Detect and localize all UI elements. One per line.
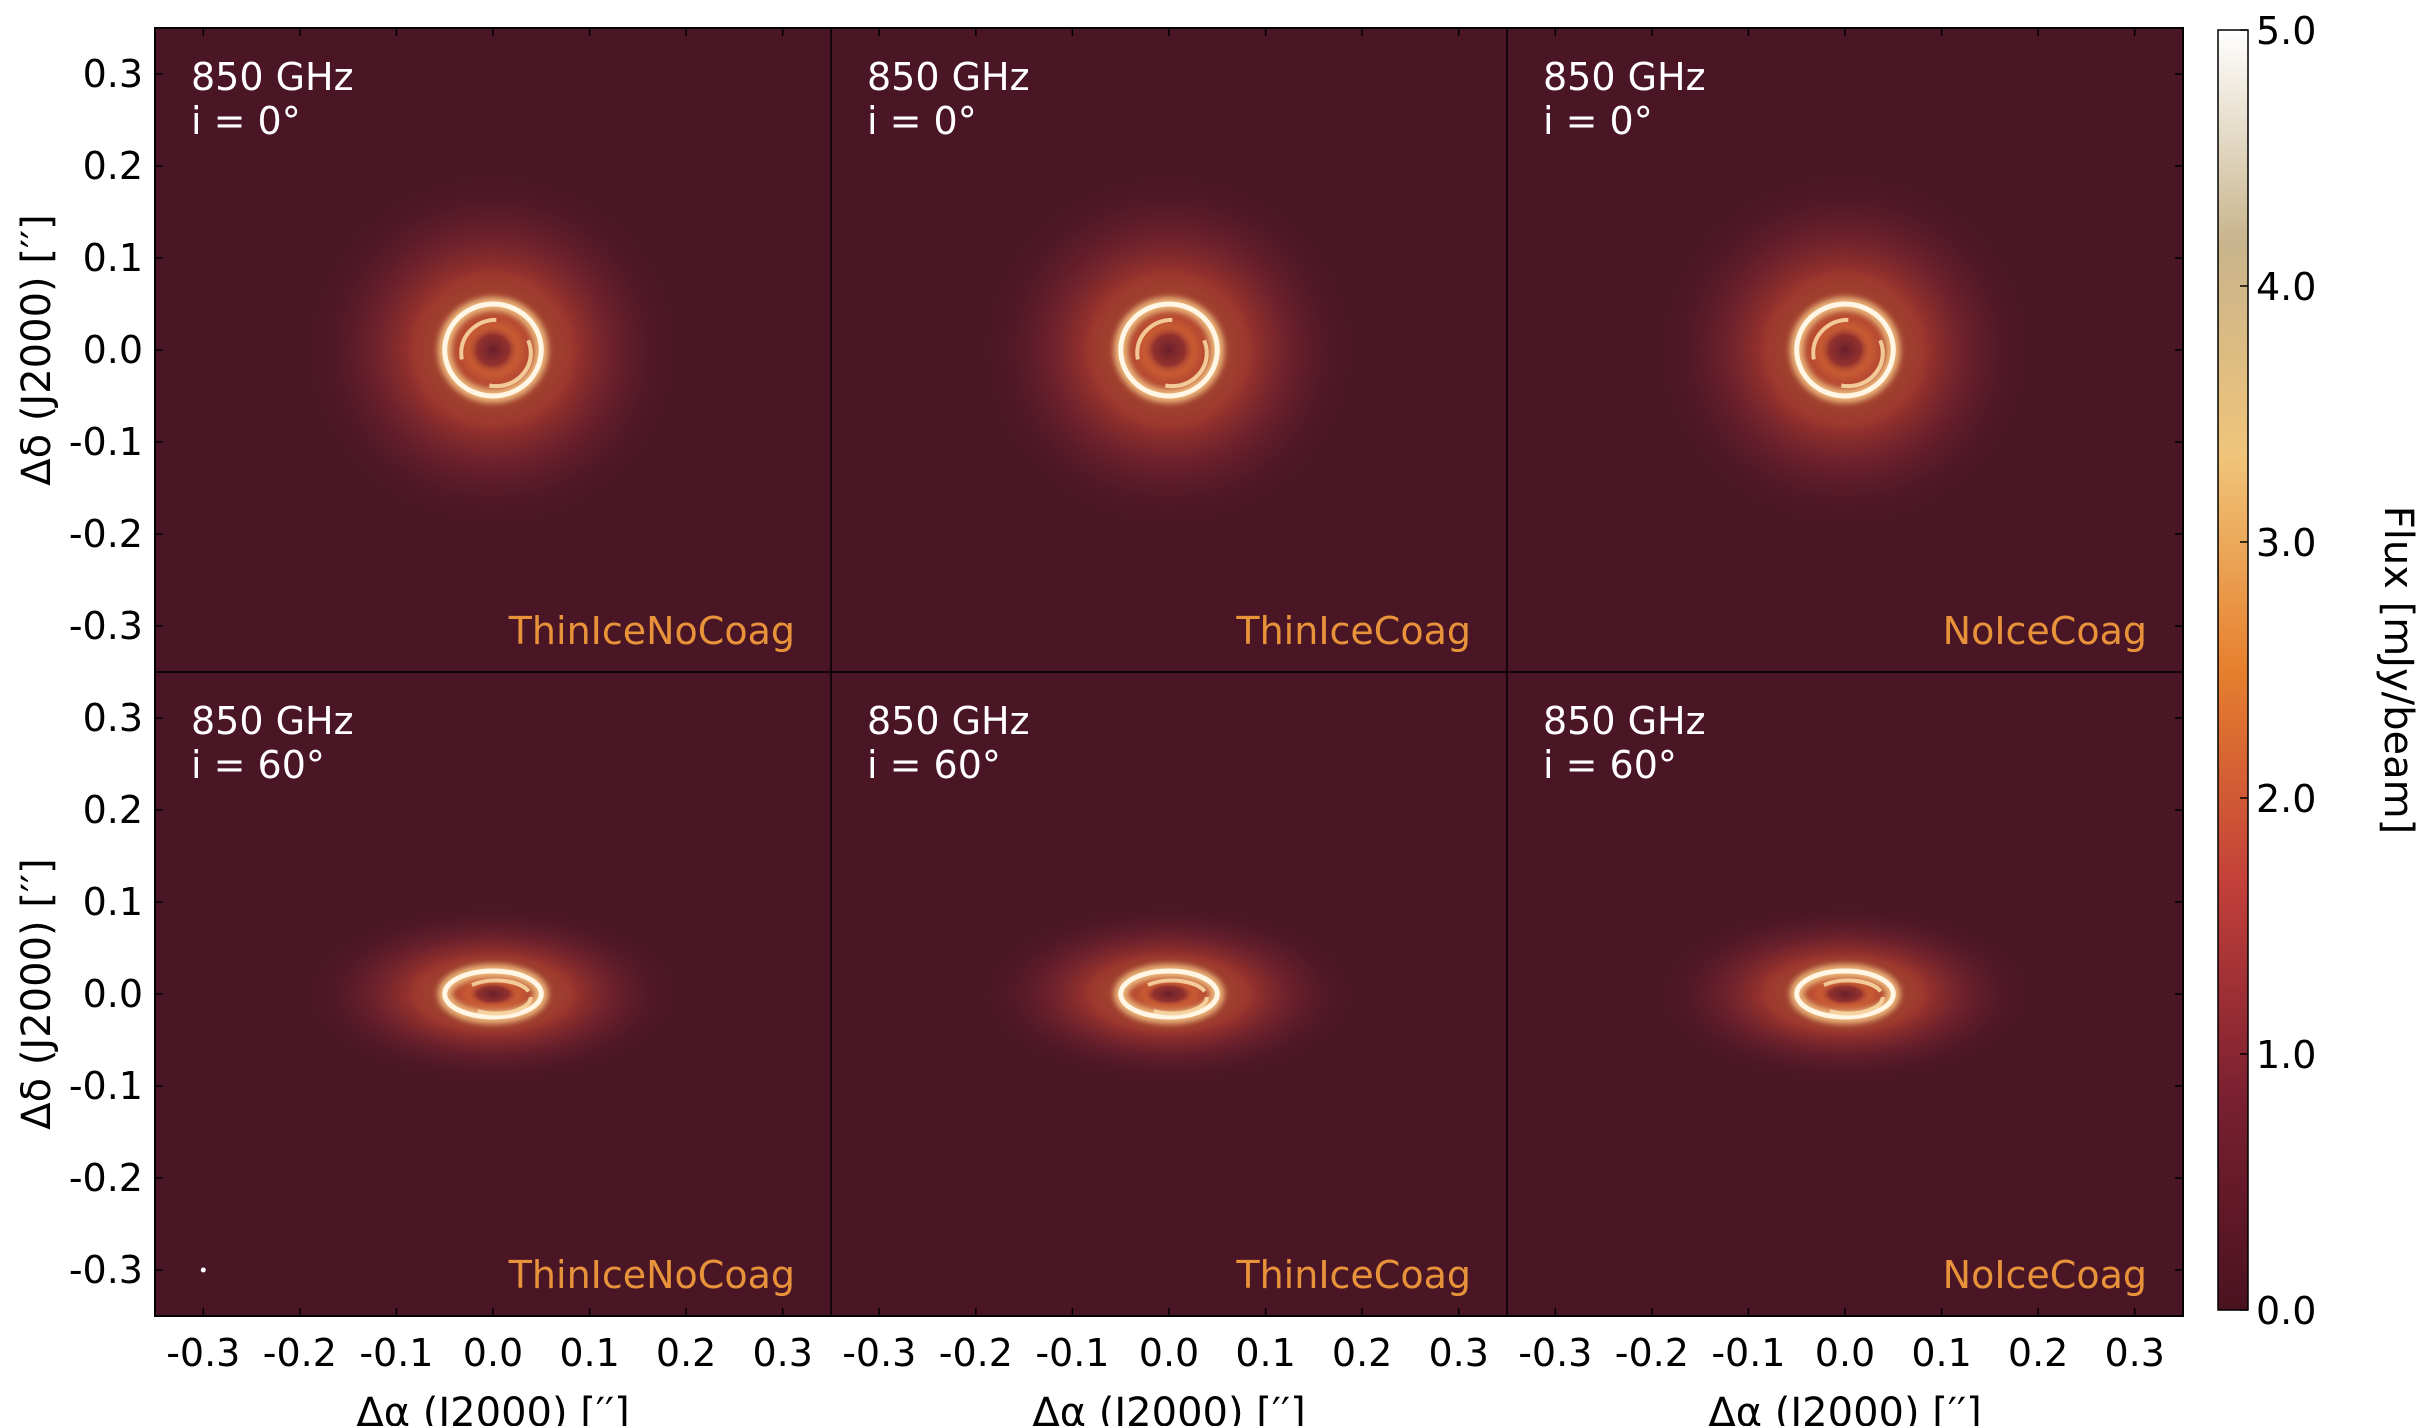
y-tick-label: -0.1 (69, 420, 143, 464)
y-tick-label: 0.0 (83, 972, 143, 1016)
x-tick-label: 0.1 (559, 1331, 619, 1375)
x-tick-label: 0.1 (1235, 1331, 1295, 1375)
model-label: ThinIceNoCoag (508, 609, 795, 653)
ring (442, 301, 544, 399)
x-tick-label: -0.1 (1035, 1331, 1109, 1375)
inner-arc (459, 978, 533, 1016)
x-tick-label: -0.3 (842, 1331, 916, 1375)
inner-arc (1811, 978, 1885, 1016)
colorbar-tick-label: 5.0 (2256, 9, 2316, 53)
model-label: ThinIceCoag (1235, 1253, 1471, 1297)
x-tick-label: -0.3 (1518, 1331, 1592, 1375)
cavity (466, 324, 520, 376)
y-tick-label: 0.0 (83, 328, 143, 372)
x-tick-label: 0.2 (1332, 1331, 1392, 1375)
frequency-label: 850 GHz (867, 55, 1030, 99)
ring (442, 968, 544, 1020)
x-tick-label: 0.3 (1428, 1331, 1488, 1375)
cavity (1818, 981, 1872, 1007)
inner-arc (1811, 317, 1885, 389)
frequency-label: 850 GHz (1543, 699, 1706, 743)
inner-arc (459, 317, 533, 389)
y-tick-label: -0.2 (69, 512, 143, 556)
x-tick-label: 0.0 (463, 1331, 523, 1375)
x-tick-label: 0.3 (752, 1331, 812, 1375)
x-tick-label: -0.2 (939, 1331, 1013, 1375)
inclination-label: i = 60° (867, 743, 1001, 787)
y-axis-title: Δδ (J2000) [′′] (14, 214, 60, 485)
inclination-label: i = 0° (867, 99, 977, 143)
cavity (1818, 324, 1872, 376)
model-label: NoIceCoag (1943, 1253, 2147, 1297)
colorbar-tick-label: 1.0 (2256, 1033, 2316, 1077)
y-tick-label: -0.1 (69, 1064, 143, 1108)
ring (1794, 968, 1896, 1020)
model-label: NoIceCoag (1943, 609, 2147, 653)
frequency-label: 850 GHz (191, 699, 354, 743)
y-tick-label: -0.3 (69, 1248, 143, 1292)
x-tick-label: -0.1 (1711, 1331, 1785, 1375)
cavity (466, 981, 520, 1007)
y-tick-label: -0.2 (69, 1156, 143, 1200)
ring (1794, 301, 1896, 399)
cavity (1142, 981, 1196, 1007)
colorbar-label: Flux [mJy/beam] (2375, 506, 2418, 834)
frequency-label: 850 GHz (867, 699, 1030, 743)
colorbar-tick-label: 4.0 (2256, 265, 2316, 309)
axes-layer: -0.3 -0.2 -0.1 0.0 0.1 0.2 0.3Δα (J2000) [′′]-… (14, 27, 2184, 1426)
y-tick-label: 0.1 (83, 236, 143, 280)
model-label: ThinIceCoag (1235, 609, 1471, 653)
colorbar-tick-label: 0.0 (2256, 1289, 2316, 1333)
x-tick-label: 0.0 (1139, 1331, 1199, 1375)
y-tick-label: 0.1 (83, 880, 143, 924)
colorbar-tick-label: 3.0 (2256, 521, 2316, 565)
y-tick-label: 0.3 (83, 696, 143, 740)
frequency-label: 850 GHz (1543, 55, 1706, 99)
x-tick-label: -0.2 (1615, 1331, 1689, 1375)
beam-marker (200, 1267, 206, 1273)
colorbar-gradient (2217, 29, 2249, 1311)
x-tick-label: 0.2 (2008, 1331, 2068, 1375)
colorbar-tick-label: 2.0 (2256, 777, 2316, 821)
inclination-label: i = 60° (191, 743, 325, 787)
y-axis-title: Δδ (J2000) [′′] (14, 858, 60, 1129)
x-axis-title: Δα (J2000) [′′] (1032, 1390, 1305, 1426)
inclination-label: i = 60° (1543, 743, 1677, 787)
x-axis-title: Δα (J2000) [′′] (356, 1390, 629, 1426)
x-tick-label: -0.3 (166, 1331, 240, 1375)
x-tick-label: -0.1 (359, 1331, 433, 1375)
inclination-label: i = 0° (191, 99, 301, 143)
x-tick-label: 0.1 (1911, 1331, 1971, 1375)
x-tick-label: 0.3 (2104, 1331, 2164, 1375)
inclination-label: i = 0° (1543, 99, 1653, 143)
colorbar: 0.0 1.0 2.0 3.0 4.0 5.0 Flux [mJy/beam] (2217, 9, 2418, 1333)
y-tick-label: 0.2 (83, 788, 143, 832)
inner-arc (1135, 978, 1209, 1016)
y-tick-label: -0.3 (69, 604, 143, 648)
x-tick-label: -0.2 (263, 1331, 337, 1375)
y-tick-label: 0.3 (83, 52, 143, 96)
y-tick-label: 0.2 (83, 144, 143, 188)
x-tick-label: 0.2 (656, 1331, 716, 1375)
ring (1118, 301, 1220, 399)
frequency-label: 850 GHz (191, 55, 354, 99)
ring (1118, 968, 1220, 1020)
model-label: ThinIceNoCoag (508, 1253, 795, 1297)
x-axis-title: Δα (J2000) [′′] (1708, 1390, 1981, 1426)
inner-arc (1135, 317, 1209, 389)
x-tick-label: 0.0 (1815, 1331, 1875, 1375)
cavity (1142, 324, 1196, 376)
